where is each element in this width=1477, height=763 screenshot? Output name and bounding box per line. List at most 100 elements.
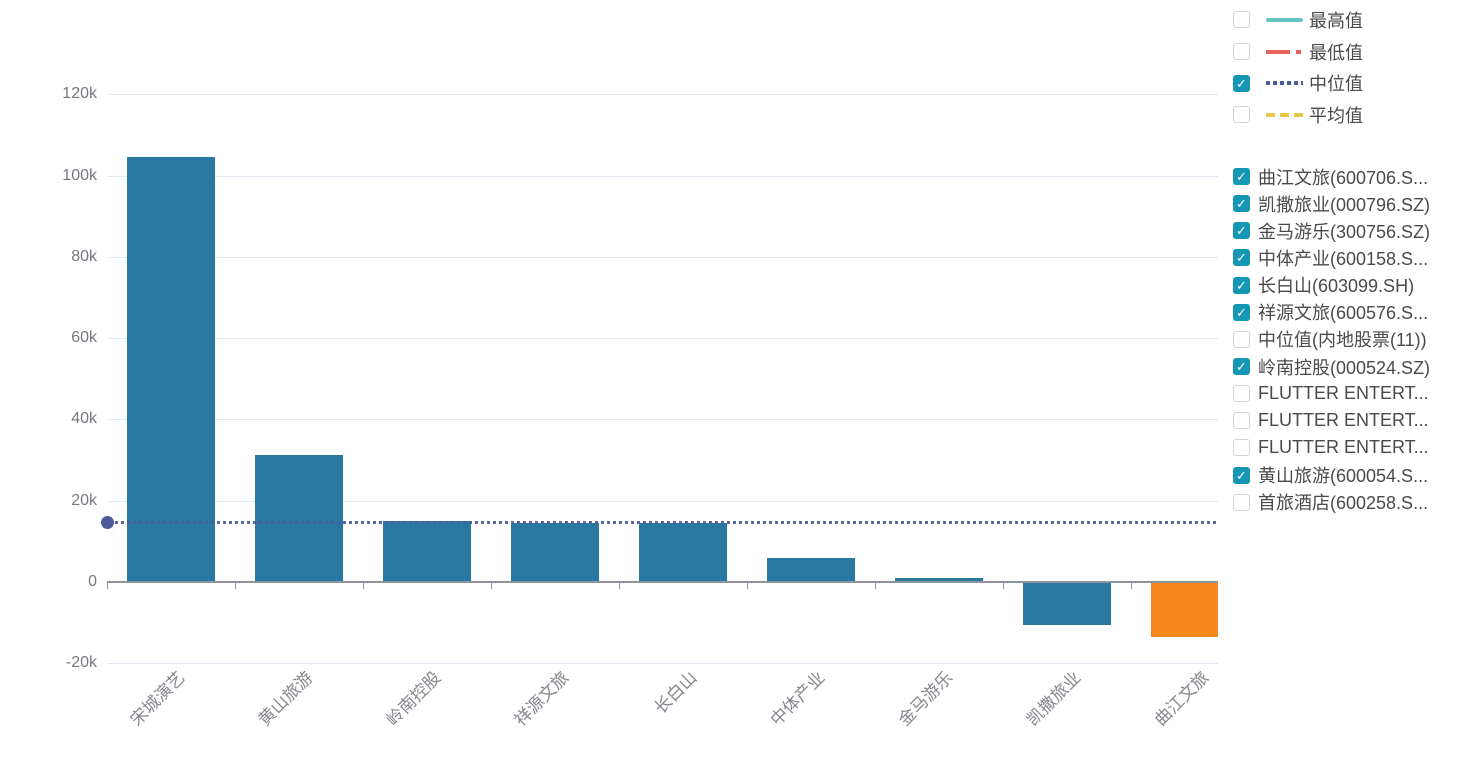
legend-checkbox[interactable]: [1233, 222, 1250, 240]
series-legend-item[interactable]: 凯撒旅业(000796.SZ): [1233, 190, 1430, 217]
gridline: [107, 338, 1218, 340]
legend-label: 首旅酒店(600258.S...: [1258, 493, 1429, 514]
x-axis-label: 金马游乐: [894, 668, 957, 730]
series-legend-item[interactable]: 首旅酒店(600258.S...: [1233, 489, 1430, 516]
y-axis-label: -20k: [65, 654, 97, 672]
series-legend-item[interactable]: FLUTTER ENTERT...: [1233, 407, 1430, 434]
x-axis-label: 黄山旅游: [254, 668, 317, 730]
series-legend-item[interactable]: 长白山(603099.SH): [1233, 272, 1430, 299]
y-axis-label: 120k: [62, 85, 97, 103]
x-axis-label: 祥源文旅: [510, 668, 573, 730]
series-legend-item[interactable]: 金马游乐(300756.SZ): [1233, 217, 1430, 244]
x-axis-tick: [747, 583, 748, 589]
y-axis-label: 0: [88, 573, 97, 590]
legend-label: 岭南控股(000524.SZ): [1258, 357, 1431, 378]
x-axis-label: 中体产业: [766, 668, 829, 730]
median-line-start-dot: [100, 516, 114, 530]
legend-checkbox[interactable]: [1233, 249, 1250, 267]
legend-checkbox[interactable]: [1233, 303, 1250, 321]
median-line: [115, 521, 1218, 525]
y-axis-label: 20k: [71, 491, 97, 509]
legend-checkbox[interactable]: [1233, 43, 1250, 61]
y-axis-label: 60k: [71, 329, 97, 347]
legend-label: 凯撒旅业(000796.SZ): [1258, 194, 1431, 215]
y-axis-label: 40k: [71, 410, 97, 428]
series-legend-item[interactable]: 中位值(内地股票(11)): [1233, 326, 1430, 353]
series-legend-item[interactable]: 曲江文旅(600706.S...: [1233, 163, 1430, 190]
legend-item-median[interactable]: 中位值: [1233, 67, 1363, 99]
gridline: [107, 419, 1218, 421]
legend-item-min[interactable]: 最低值: [1233, 36, 1363, 68]
series-legend-item[interactable]: FLUTTER ENTERT...: [1233, 434, 1430, 461]
legend-checkbox[interactable]: [1233, 439, 1250, 457]
legend-checkbox[interactable]: [1233, 493, 1250, 511]
x-axis-tick: [107, 583, 108, 589]
legend-label: 平均值: [1309, 105, 1363, 126]
legend-item-mean[interactable]: 平均值: [1233, 99, 1363, 131]
bar[interactable]: [1151, 583, 1218, 638]
legend-label: 最高值: [1309, 10, 1363, 31]
legend-checkbox[interactable]: [1233, 412, 1250, 430]
legend-checkbox[interactable]: [1233, 74, 1250, 92]
gridline: [107, 94, 1218, 96]
x-axis-label: 凯撒旅业: [1022, 668, 1085, 730]
series-legend: 曲江文旅(600706.S... 凯撒旅业(000796.SZ) 金马游乐(3007…: [1233, 163, 1430, 516]
gridline: [107, 663, 1218, 665]
legend-checkbox[interactable]: [1233, 11, 1250, 29]
y-axis-label: 100k: [62, 166, 97, 184]
legend-label: FLUTTER ENTERT...: [1258, 410, 1429, 431]
gridline: [107, 256, 1218, 258]
y-axis-label: 80k: [71, 247, 97, 265]
gridline: [107, 500, 1218, 502]
solid-line-marker: [1266, 17, 1303, 22]
bar[interactable]: [383, 521, 471, 582]
bar[interactable]: [639, 523, 727, 582]
legend-label: 曲江文旅(600706.S...: [1258, 167, 1429, 188]
dash-dot-line-marker: [1266, 49, 1303, 54]
bar[interactable]: [127, 157, 215, 582]
legend-label: FLUTTER ENTERT...: [1258, 437, 1429, 458]
bar[interactable]: [255, 455, 343, 582]
legend-checkbox[interactable]: [1233, 195, 1250, 213]
legend-label: 长白山(603099.SH): [1258, 276, 1415, 297]
legend-item-max[interactable]: 最高值: [1233, 4, 1363, 36]
gridline: [107, 175, 1218, 177]
series-legend-item[interactable]: 中体产业(600158.S...: [1233, 244, 1430, 271]
bar[interactable]: [1023, 583, 1111, 626]
bar[interactable]: [767, 558, 855, 582]
x-axis-tick: [1003, 583, 1004, 589]
legend-label: FLUTTER ENTERT...: [1258, 383, 1429, 404]
legend-label: 中体产业(600158.S...: [1258, 248, 1429, 269]
x-axis-label: 曲江文旅: [1150, 668, 1213, 730]
legend-label: 中位值(内地股票(11)): [1258, 330, 1427, 351]
series-legend-item[interactable]: 祥源文旅(600576.S...: [1233, 299, 1430, 326]
dashed-line-marker: [1266, 112, 1303, 117]
legend-checkbox[interactable]: [1233, 330, 1250, 348]
x-axis-tick: [363, 583, 364, 589]
legend-checkbox[interactable]: [1233, 385, 1250, 403]
x-axis-label: 长白山: [650, 668, 701, 718]
bar[interactable]: [511, 523, 599, 582]
series-legend-item[interactable]: 黄山旅游(600054.S...: [1233, 462, 1430, 489]
series-legend-item[interactable]: 岭南控股(000524.SZ): [1233, 353, 1430, 380]
legend-checkbox[interactable]: [1233, 466, 1250, 484]
legend-checkbox[interactable]: [1233, 276, 1250, 294]
x-axis-tick: [1131, 583, 1132, 589]
x-axis-tick: [619, 583, 620, 589]
x-axis-tick: [875, 583, 876, 589]
x-axis-label: 岭南控股: [382, 668, 445, 730]
legend-checkbox[interactable]: [1233, 106, 1250, 124]
legend-label: 黄山旅游(600054.S...: [1258, 466, 1429, 487]
dotted-line-marker: [1266, 81, 1303, 86]
legend-label: 中位值: [1309, 74, 1363, 95]
legend-label: 最低值: [1309, 42, 1363, 63]
series-legend-item[interactable]: FLUTTER ENTERT...: [1233, 380, 1430, 407]
legend-checkbox[interactable]: [1233, 358, 1250, 376]
bar[interactable]: [895, 578, 983, 582]
stat-lines-legend: 最高值最低值中位值平均值: [1233, 4, 1363, 131]
x-axis-line: [107, 581, 1218, 583]
legend-checkbox[interactable]: [1233, 168, 1250, 186]
x-axis-tick: [491, 583, 492, 589]
